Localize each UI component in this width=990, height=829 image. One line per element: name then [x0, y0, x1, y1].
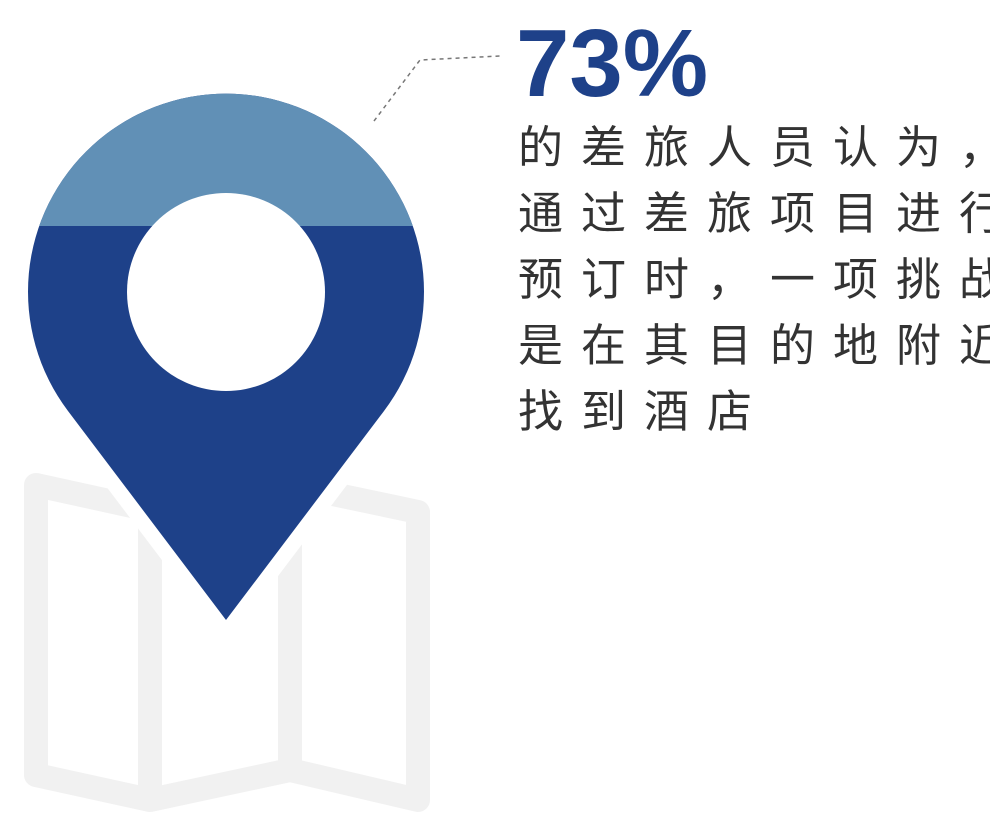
stat-value: 73% [516, 10, 708, 117]
stat-line: 找到酒店 [518, 385, 770, 438]
stat-line: 通过差旅项目进行 [518, 187, 990, 240]
stat-line: 预订时，一项挑战 [518, 253, 990, 306]
leader-line [373, 55, 501, 122]
stat-line: 是在其目的地附近 [518, 319, 990, 372]
pin-hole [127, 193, 325, 391]
stat-line: 的差旅人员认为， [518, 121, 990, 174]
